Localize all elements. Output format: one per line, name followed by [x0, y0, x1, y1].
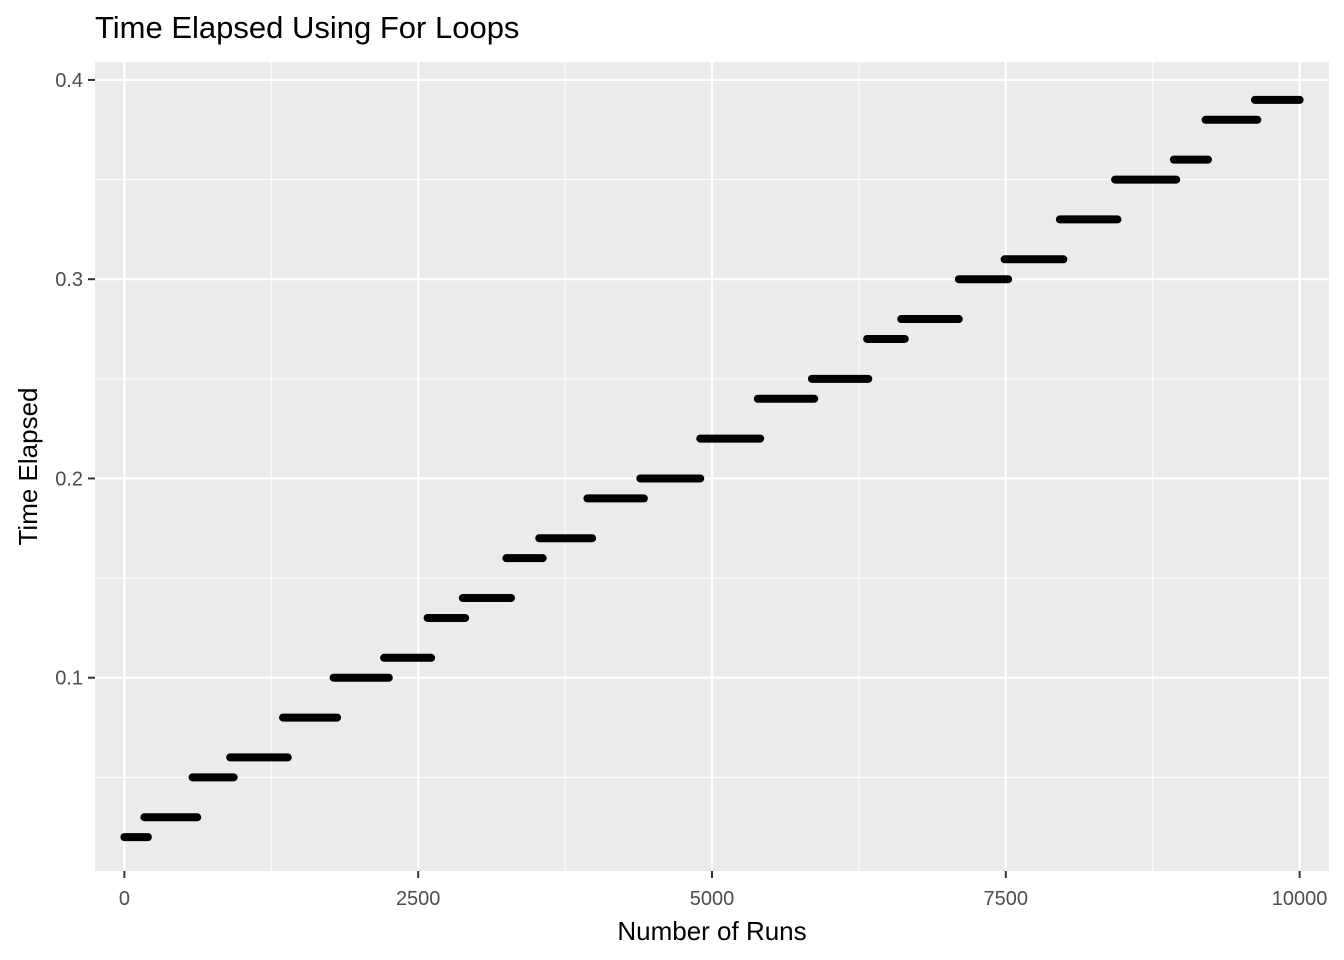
x-axis: 0 2500 5000 7500 10000: [119, 871, 1328, 910]
x-tick-label: 5000: [690, 888, 735, 910]
x-tick-label: 2500: [396, 888, 441, 910]
chart-title: Time Elapsed Using For Loops: [95, 10, 520, 45]
x-tick-label: 0: [119, 888, 130, 910]
y-axis-title: Time Elapsed: [13, 388, 43, 546]
data-points: [120, 95, 1304, 842]
y-tick-label: 0.3: [55, 269, 83, 291]
y-axis: 0.1 0.2 0.3 0.4: [55, 70, 95, 690]
x-axis-title: Number of Runs: [617, 916, 806, 946]
y-tick-label: 0.1: [55, 668, 83, 690]
x-tick-label: 7500: [984, 888, 1029, 910]
major-gridlines: [95, 62, 1329, 871]
y-tick-label: 0.4: [55, 70, 83, 92]
y-tick-label: 0.2: [55, 468, 83, 490]
x-tick-label: 10000: [1272, 888, 1328, 910]
